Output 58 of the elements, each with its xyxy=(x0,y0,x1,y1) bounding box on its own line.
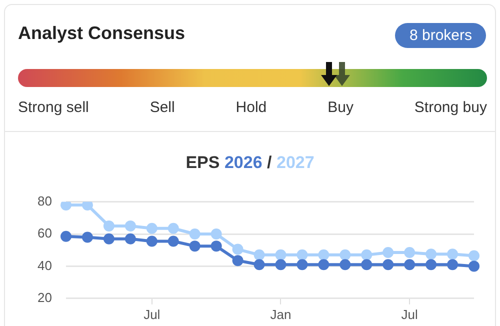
point xyxy=(275,249,286,260)
point xyxy=(124,220,136,232)
point xyxy=(382,259,394,270)
chart-title: EPS xyxy=(186,153,220,172)
category-label: Buy xyxy=(328,99,354,116)
x-tick-label: Jul xyxy=(401,306,418,322)
category-label: Sell xyxy=(150,99,175,116)
point xyxy=(296,259,308,270)
point xyxy=(168,236,179,247)
point xyxy=(103,220,114,232)
y-tick-label: 40 xyxy=(38,258,52,273)
point xyxy=(296,249,308,260)
point xyxy=(60,202,72,211)
point xyxy=(232,255,244,266)
point xyxy=(382,247,394,258)
y-tick-label: 80 xyxy=(38,193,52,208)
point xyxy=(361,259,372,270)
point xyxy=(318,249,330,260)
point xyxy=(254,259,265,270)
y-tick-label: 20 xyxy=(38,290,52,305)
point xyxy=(189,240,200,252)
point xyxy=(340,259,351,270)
category-label: Hold xyxy=(236,99,267,116)
point xyxy=(340,249,351,260)
point xyxy=(468,250,480,262)
text: 8 brokers xyxy=(395,23,486,48)
point xyxy=(447,259,458,270)
point xyxy=(210,228,222,240)
text: 2027 xyxy=(276,153,314,172)
x-tick-label: Jul xyxy=(144,306,160,322)
y-tick-label: 60 xyxy=(38,226,52,241)
text: / xyxy=(267,153,272,172)
point xyxy=(124,233,136,244)
point xyxy=(60,230,72,242)
point xyxy=(210,240,222,252)
point xyxy=(318,259,330,270)
point xyxy=(426,259,437,270)
category-label: Strong sell xyxy=(18,99,89,116)
point xyxy=(404,247,416,258)
x-tick-label: Jan xyxy=(270,306,292,322)
point xyxy=(361,249,372,260)
point xyxy=(447,248,458,260)
category-label: Strong buy xyxy=(414,99,487,116)
text: Analyst Consensus xyxy=(18,23,186,44)
point xyxy=(426,248,437,260)
point xyxy=(103,233,114,244)
point xyxy=(254,249,265,260)
point xyxy=(82,232,93,243)
point xyxy=(146,236,158,247)
point xyxy=(82,202,93,211)
text: 2026 xyxy=(224,153,262,172)
point xyxy=(275,259,286,270)
point xyxy=(232,244,244,255)
point xyxy=(404,259,416,270)
point xyxy=(189,228,200,240)
point xyxy=(146,222,158,234)
point xyxy=(168,222,179,234)
point xyxy=(468,260,480,272)
